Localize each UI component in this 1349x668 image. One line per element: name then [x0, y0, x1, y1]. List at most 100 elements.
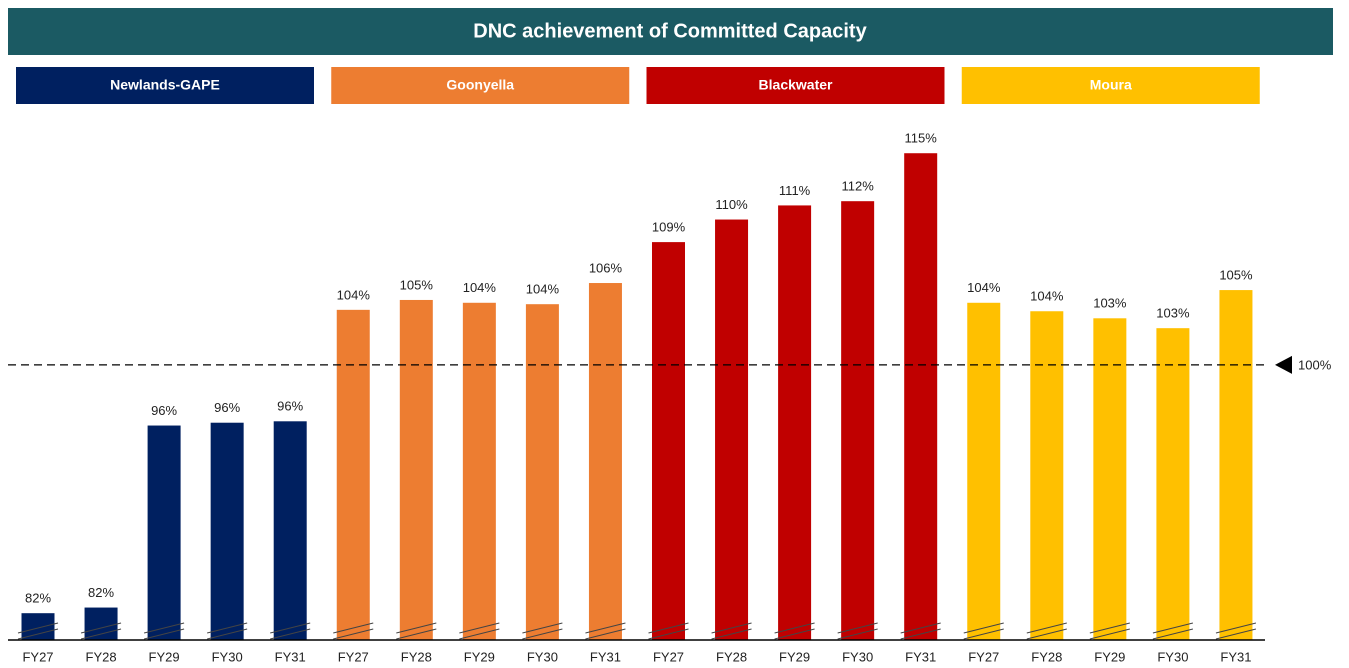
value-label: 82%	[88, 585, 114, 600]
value-label: 112%	[842, 179, 875, 194]
value-label: 106%	[589, 260, 623, 275]
axis-break	[648, 622, 689, 634]
axis-break	[396, 628, 437, 640]
value-label: 96%	[277, 399, 303, 414]
axis-break	[837, 628, 878, 640]
axis-break	[900, 628, 941, 640]
axis-break	[17, 622, 59, 634]
axis-break	[270, 622, 311, 634]
bar	[273, 421, 307, 640]
x-tick-label: FY31	[905, 649, 936, 664]
axis-break	[143, 622, 185, 634]
bar	[399, 299, 433, 640]
chart-title: DNC achievement of Committed Capacity	[473, 20, 867, 42]
value-label: 82%	[25, 591, 51, 606]
axis-break	[837, 622, 878, 634]
value-label: 105%	[400, 277, 434, 292]
bar	[715, 219, 749, 640]
x-tick-label: FY29	[779, 649, 810, 664]
axis-break	[396, 622, 437, 634]
value-label: 104%	[967, 280, 1001, 295]
bar	[1093, 318, 1127, 640]
axis-break	[1152, 622, 1194, 634]
x-tick-label: FY28	[716, 649, 747, 664]
axis-break	[711, 622, 752, 634]
x-tick-label: FY30	[842, 649, 873, 664]
value-label: 105%	[1219, 268, 1253, 283]
axis-break	[459, 622, 500, 634]
value-label: 110%	[715, 197, 748, 212]
x-tick-label: FY29	[464, 649, 495, 664]
axis-break	[711, 628, 752, 640]
bar	[210, 422, 244, 640]
axis-break	[1026, 628, 1067, 640]
bar	[525, 304, 559, 640]
value-label: 109%	[652, 220, 686, 235]
axis-break	[963, 628, 1004, 640]
bar	[588, 283, 622, 640]
bar	[147, 425, 181, 640]
x-tick-label: FY28	[1031, 649, 1062, 664]
bar	[841, 201, 875, 641]
bar	[336, 309, 370, 640]
axis-break	[900, 622, 941, 634]
bar	[1156, 328, 1190, 640]
x-tick-label: FY29	[1094, 649, 1125, 664]
axis-break	[207, 628, 248, 640]
bar	[778, 205, 812, 640]
axis-break	[1089, 622, 1130, 634]
axis-break	[333, 622, 374, 634]
group-label: Newlands-GAPE	[110, 77, 220, 93]
axis-break	[585, 628, 626, 640]
bar	[1030, 311, 1064, 640]
value-label: 104%	[1030, 289, 1064, 304]
bar	[652, 242, 685, 640]
x-tick-label: FY28	[401, 649, 432, 664]
axis-break	[1089, 628, 1130, 640]
x-tick-label: FY31	[1220, 649, 1251, 664]
axis-break	[80, 628, 122, 640]
axis-break	[648, 628, 689, 640]
title-bar	[8, 8, 1333, 55]
axis-break	[207, 622, 248, 634]
x-tick-label: FY28	[86, 649, 117, 664]
axis-break	[1026, 622, 1067, 634]
axis-break	[270, 628, 311, 640]
axis-break	[774, 622, 815, 634]
bar	[21, 613, 55, 640]
reference-marker	[1275, 355, 1292, 374]
axis-break	[522, 628, 563, 640]
bar	[1219, 290, 1253, 640]
group-header	[646, 67, 945, 104]
bar	[84, 607, 118, 640]
group-label: Blackwater	[759, 77, 833, 93]
value-label: 96%	[151, 403, 177, 418]
value-label: 103%	[1093, 296, 1127, 311]
group-label: Moura	[1090, 77, 1132, 93]
axis-break	[963, 622, 1004, 634]
value-label: 104%	[526, 282, 560, 297]
axis-break	[80, 622, 122, 634]
axis-break	[333, 628, 374, 640]
x-tick-label: FY27	[22, 649, 53, 664]
axis-break	[459, 628, 500, 640]
group-header	[16, 67, 314, 104]
x-tick-label: FY30	[527, 649, 558, 664]
group-header	[331, 67, 630, 104]
bar	[462, 302, 496, 640]
x-tick-label: FY27	[653, 649, 684, 664]
bar	[904, 153, 938, 640]
axis-break	[585, 622, 626, 634]
group-header	[961, 67, 1260, 104]
x-tick-label: FY31	[590, 649, 621, 664]
bar	[967, 302, 1001, 640]
x-tick-label: FY30	[1157, 649, 1188, 664]
reference-label: 100%	[1298, 357, 1332, 372]
group-label: Goonyella	[446, 77, 514, 93]
value-label: 111%	[779, 183, 811, 198]
axis-break	[143, 628, 185, 640]
axis-break	[1152, 628, 1194, 640]
axis-break	[1215, 628, 1257, 640]
x-tick-label: FY27	[338, 649, 369, 664]
